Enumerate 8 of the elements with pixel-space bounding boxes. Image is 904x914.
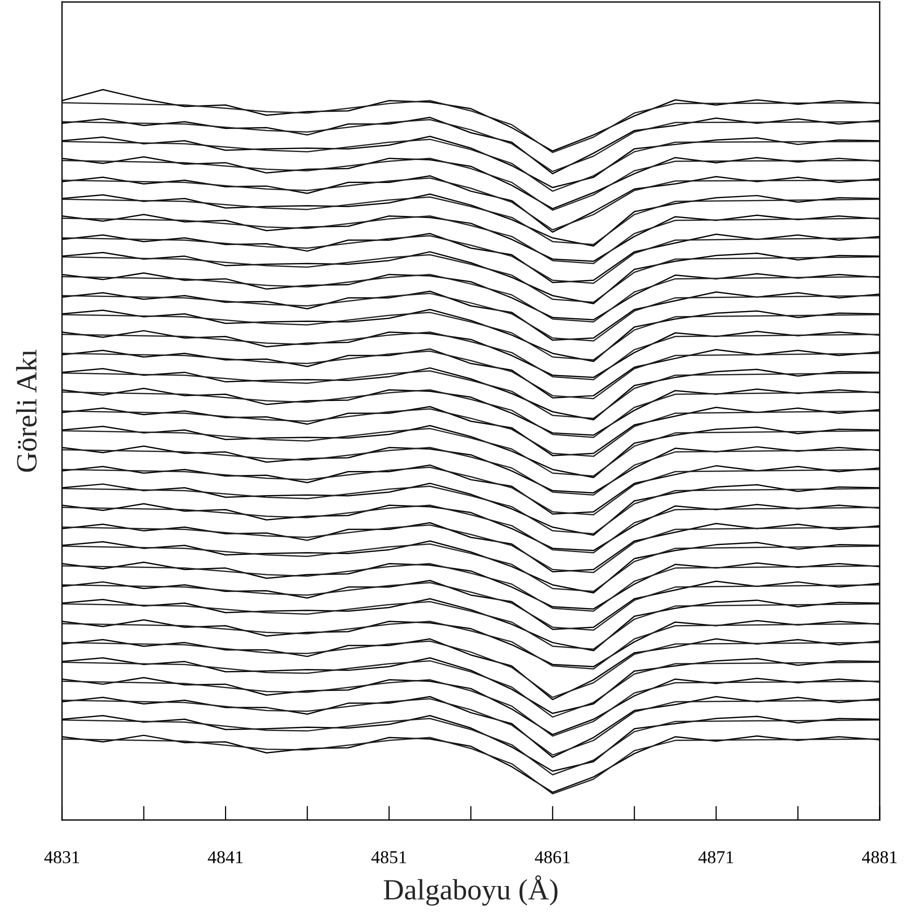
x-tick-label: 4871 [698,851,734,864]
x-tick-label: 4851 [371,851,406,864]
x-tick-label: 4881 [862,851,897,864]
x-tick-label: 4841 [208,851,243,864]
y-axis-title: Göreli Akı [16,350,37,472]
x-tick-label: 4861 [534,851,570,864]
x-axis-title: Dalgaboyu (Å) [384,875,558,906]
x-tick-label: 4831 [44,851,79,864]
